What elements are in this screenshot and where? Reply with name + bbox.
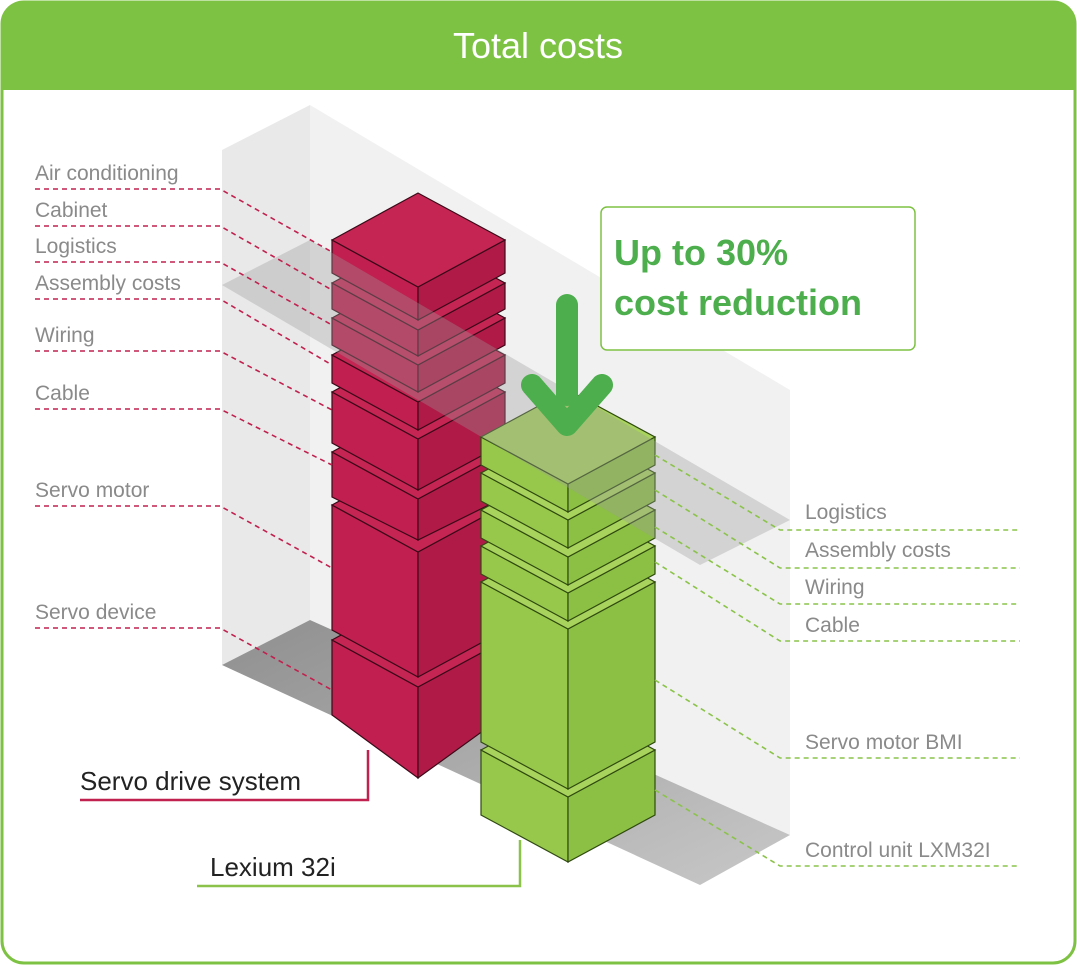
cost-label: Servo motor xyxy=(35,479,149,502)
callout-text: cost reduction xyxy=(614,282,862,323)
callout-text: Up to 30% xyxy=(614,232,788,273)
cost-label: Logistics xyxy=(805,501,887,524)
system-label: Servo drive system xyxy=(80,766,301,796)
callout-box xyxy=(601,207,915,350)
cost-label: Servo device xyxy=(35,601,156,624)
system-label: Lexium 32i xyxy=(210,852,336,882)
side-wall xyxy=(222,105,310,665)
cost-label: Wiring xyxy=(805,576,865,599)
cost-label: Cabinet xyxy=(35,199,108,222)
cost-label: Cable xyxy=(35,382,90,405)
title: Total costs xyxy=(453,25,623,66)
cost-label: Air conditioning xyxy=(35,162,179,185)
cost-label: Logistics xyxy=(35,235,117,258)
cost-label: Wiring xyxy=(35,324,95,347)
cost-label: Assembly costs xyxy=(35,272,181,295)
cost-label: Servo motor BMI xyxy=(805,731,963,754)
infographic: Total costs Up to 30% cost reduction xyxy=(0,0,1077,965)
cost-label: Control unit LXM32I xyxy=(805,839,991,862)
cost-label: Assembly costs xyxy=(805,539,951,562)
cost-label: Cable xyxy=(805,614,860,637)
